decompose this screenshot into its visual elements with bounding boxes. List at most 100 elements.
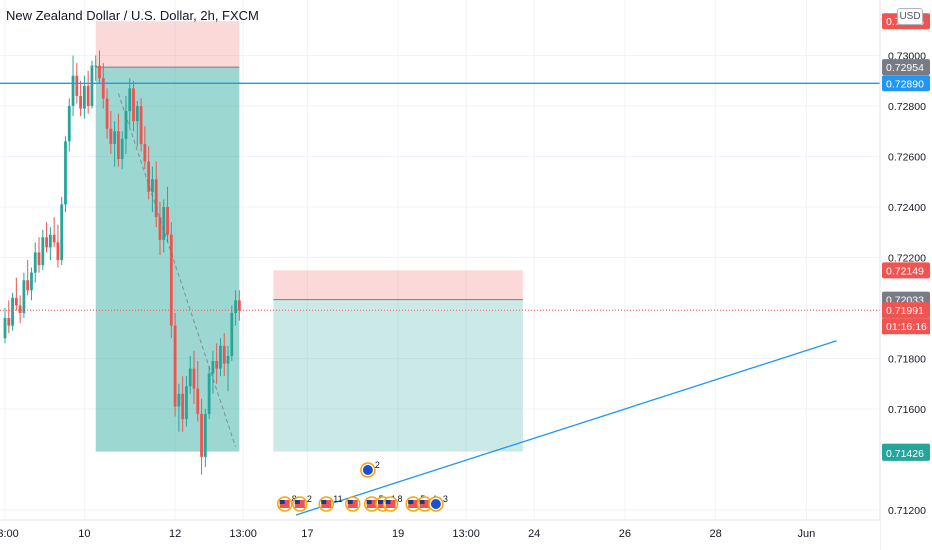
candle-body	[7, 318, 11, 326]
candle-body	[166, 206, 169, 235]
price-label-text: 0.72149	[886, 265, 924, 277]
time-axis-bg	[0, 520, 880, 550]
candle-body	[71, 75, 75, 107]
event-icon[interactable]: 2	[292, 494, 312, 512]
event-count: 2	[375, 460, 380, 470]
countdown-tag	[882, 318, 930, 335]
candle-body	[211, 360, 215, 374]
us-flag-canton	[419, 500, 425, 504]
time-tick-label: 12	[169, 528, 181, 540]
us-flag-canton	[321, 500, 327, 504]
countdown-text: 01:16:16	[886, 321, 927, 333]
currency-badge[interactable]: USD	[897, 8, 923, 25]
candle-body	[33, 252, 37, 273]
dashed-projection[interactable]	[117, 93, 237, 447]
candle-body	[105, 98, 109, 129]
long-position-1-stop-zone[interactable]	[95, 21, 240, 68]
event-icon[interactable]: 11	[318, 494, 343, 512]
nz-flag-icon	[362, 465, 373, 475]
candle-body	[26, 280, 30, 291]
candle-body	[139, 106, 143, 144]
candle-body	[52, 234, 56, 243]
event-icon[interactable]: 2	[360, 460, 380, 478]
candle-body	[113, 131, 117, 144]
candle-body	[90, 65, 94, 107]
candle-body	[37, 252, 41, 266]
us-flag-canton	[347, 500, 353, 504]
time-tick-label: 19	[392, 528, 404, 540]
candle-body	[169, 234, 173, 326]
candle-body	[185, 386, 188, 420]
event-icon[interactable]: 3	[428, 494, 448, 512]
price-tick-label: 0.71800	[888, 353, 926, 365]
time-tick-label: 26	[619, 528, 631, 540]
price-tick-label: 0.72800	[888, 101, 926, 113]
candle-body	[181, 393, 185, 420]
candle-body	[192, 368, 196, 389]
time-tick-label: 24	[528, 528, 540, 540]
price-label-text: 0.71426	[886, 448, 924, 460]
price-tick-label: 0.72400	[888, 202, 926, 214]
candle-body	[188, 368, 192, 387]
candle-body	[226, 355, 230, 364]
candle-body	[147, 161, 151, 192]
price-label-tag	[882, 59, 930, 76]
candle-body	[117, 131, 120, 160]
event-count: 3	[443, 494, 448, 504]
price-tick-label: 0.72200	[888, 252, 926, 264]
price-label-text: 0.72954	[886, 62, 924, 74]
chart-grid	[0, 0, 880, 520]
time-tick-label: 10	[78, 528, 90, 540]
candle-body	[11, 297, 14, 326]
event-icon[interactable]	[345, 496, 361, 512]
time-tick-label: 17	[301, 528, 313, 540]
candle-body	[215, 360, 219, 369]
us-flag-canton	[378, 500, 383, 504]
candle-body	[207, 373, 211, 414]
candle-body	[64, 141, 67, 205]
candle-body	[128, 88, 132, 112]
candle-body	[3, 318, 7, 339]
event-count: 8	[398, 494, 403, 504]
us-flag-canton	[408, 500, 414, 504]
candle-body	[151, 179, 154, 192]
candle-body	[79, 95, 82, 109]
event-icon[interactable]: 8	[382, 494, 403, 512]
price-tick-label: 0.71200	[888, 505, 926, 517]
candle-body	[120, 138, 124, 160]
time-tick-label: Jun	[797, 528, 815, 540]
time-axis: 13:00 10 12 13:00 17 19 13:00 24 26 28 Jun	[0, 519, 880, 550]
time-tick-label: 13:00	[452, 528, 480, 540]
candle-body	[56, 242, 60, 260]
candlestick-series	[3, 50, 241, 475]
price-label-tag	[882, 75, 930, 92]
candle-body	[94, 65, 98, 67]
candle-body	[101, 78, 105, 99]
candle-body	[67, 106, 71, 142]
us-flag-canton	[366, 500, 372, 504]
candle-body	[177, 393, 181, 407]
long-position-2-stop-zone[interactable]	[273, 270, 523, 300]
symbol-title: New Zealand Dollar / U.S. Dollar, 2h, FX…	[6, 8, 259, 23]
candle-body	[200, 413, 203, 457]
event-count: 2	[307, 494, 312, 504]
candle-body	[22, 280, 26, 314]
time-tick-label: 13:00	[229, 528, 257, 540]
long-position-2-target-zone[interactable]	[273, 299, 523, 452]
candle-body	[203, 413, 207, 457]
candle-body	[82, 85, 86, 109]
candle-body	[48, 234, 52, 248]
candle-body	[45, 237, 48, 248]
drawing-lines	[0, 82, 880, 516]
candle-body	[18, 305, 22, 314]
candle-body	[98, 65, 101, 79]
trend-line[interactable]	[295, 340, 837, 516]
candle-body	[75, 75, 79, 96]
candle-body	[135, 106, 139, 122]
candle-body	[143, 143, 147, 162]
candle-body	[60, 204, 64, 260]
nz-flag-icon	[430, 499, 441, 509]
us-flag-canton	[385, 500, 391, 504]
candle-body	[234, 300, 237, 314]
